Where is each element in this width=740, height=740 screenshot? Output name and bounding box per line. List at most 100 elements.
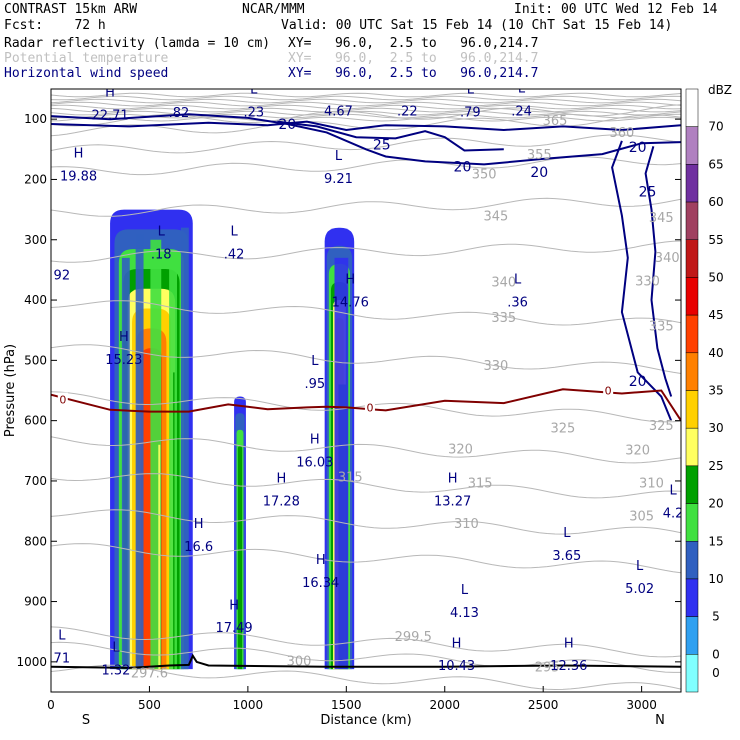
extremum-type-17: H — [276, 472, 286, 487]
reflectivity-cell-4 — [180, 227, 189, 670]
theta-label-325: 325 — [550, 422, 575, 437]
theta-upper-band-8 — [51, 116, 681, 122]
wind-contour-layer — [51, 113, 681, 422]
wind-contour-1 — [51, 113, 681, 166]
field-xy-theta: XY= 96.0, 2.5 to 96.0,214.7 — [288, 51, 539, 66]
colorbar-swatch-10 — [685, 465, 699, 504]
y-tick-label-1000: 1000 — [16, 655, 47, 669]
theta-contour-320 — [51, 436, 681, 464]
x-tick-label-2000: 2000 — [429, 698, 460, 712]
extremum-value-26: 71 — [54, 651, 71, 666]
extremum-value-7: 19.88 — [60, 170, 97, 185]
organization-label: NCAR/MMM — [242, 2, 305, 17]
colorbar-level-0: 0 — [712, 666, 720, 680]
theta-label-360: 360 — [610, 126, 635, 141]
freezing-level-line — [51, 388, 681, 422]
extremum-value-20: 4.2 — [663, 507, 684, 522]
theta-contour-305 — [51, 543, 681, 574]
extremum-value-5: .79 — [460, 106, 481, 121]
y-tick-label-500: 500 — [24, 353, 47, 367]
theta-label-355: 355 — [527, 148, 552, 163]
init-time: Init: 00 UTC Wed 12 Feb 14 — [514, 2, 718, 17]
extremum-type-15: L — [311, 354, 319, 369]
extremum-value-10: .42 — [224, 247, 245, 262]
theta-label-299.5: 299.5 — [395, 630, 432, 645]
colorbar-level-5: 5 — [712, 610, 720, 624]
theta-extra-label-7: 345 — [649, 211, 674, 226]
extremum-type-19: H — [194, 517, 204, 532]
reflectivity-cell-6 — [173, 372, 175, 670]
theta-label-297.6: 297.6 — [131, 666, 168, 681]
theta-extra-label-1: 335 — [649, 320, 674, 335]
theta-contour-335 — [51, 300, 681, 326]
extremum-value-1: .82 — [169, 106, 190, 121]
field-name-theta: Potential temperature — [4, 51, 169, 66]
extremum-value-14: 15.23 — [105, 353, 142, 368]
wind-label-1: 25 — [373, 138, 391, 154]
theta-contour-315 — [51, 473, 681, 499]
extremum-type-7: H — [74, 147, 84, 162]
theta-extra-label-3: 320 — [625, 443, 650, 458]
extremum-type-22: H — [316, 553, 326, 568]
wind-label-2: 20 — [454, 159, 472, 175]
y-tick-label-300: 300 — [24, 233, 47, 247]
colorbar-level-55: 55 — [708, 233, 723, 247]
theta-label-365: 365 — [543, 114, 568, 129]
extremum-type-8: L — [335, 149, 343, 164]
extremum-type-27: L — [112, 640, 120, 655]
extremum-value-22: 16.34 — [302, 576, 339, 591]
extremum-type-28: H — [452, 636, 462, 651]
extremum-type-14: H — [119, 330, 129, 345]
freezing-level-label-0: 0 — [59, 394, 66, 407]
colorbar-level-40: 40 — [708, 346, 723, 360]
theta-contour-345 — [51, 197, 681, 217]
extremum-value-4: .22 — [397, 104, 418, 119]
theta-label-315: 315 — [468, 476, 493, 491]
y-tick-label-700: 700 — [24, 474, 47, 488]
colorbar-level-45: 45 — [708, 308, 723, 322]
extremum-type-26: L — [58, 628, 66, 643]
freezing-label-bg-0 — [57, 392, 68, 406]
extremum-type-2: L — [250, 83, 258, 98]
extremum-type-16: H — [310, 432, 320, 447]
theta-contour-330 — [51, 344, 681, 374]
extremum-value-25: 17.49 — [215, 621, 252, 636]
x-tick-label-1000: 1000 — [233, 698, 264, 712]
colorbar-swatch-15 — [685, 654, 699, 693]
colorbar-swatch-12 — [685, 541, 699, 580]
field-name-reflectivity: Radar reflectivity (lamda = 10 cm) — [4, 36, 271, 51]
theta-contour-340 — [51, 240, 681, 263]
y-tick-label-600: 600 — [24, 414, 47, 428]
extremum-type-18: H — [448, 472, 458, 487]
extremum-value-13: .36 — [507, 296, 528, 311]
wind-contour-0 — [51, 120, 681, 132]
freezing-level-layer: 0 0 0 — [51, 383, 681, 422]
extremum-value-17: 17.28 — [263, 495, 300, 510]
theta-contour-310 — [51, 509, 681, 535]
theta-upper-band-4 — [51, 104, 681, 110]
extremum-value-27: 1.32 — [101, 663, 130, 678]
colorbar-swatch-0 — [685, 88, 699, 127]
extremum-type-23: L — [636, 559, 644, 574]
forecast-hour: Fcst: 72 h — [4, 18, 106, 33]
extremum-value-23: 5.02 — [625, 582, 654, 597]
x-tick-label-1500: 1500 — [331, 698, 362, 712]
freezing-label-bg-1 — [364, 400, 375, 414]
colorbar-level-50: 50 — [708, 270, 723, 284]
colorbar-level-25: 25 — [708, 459, 723, 473]
theta-label-310: 310 — [454, 517, 479, 532]
extremum-type-13: L — [514, 273, 522, 288]
extremum-value-6: .24 — [511, 104, 532, 119]
theta-upper-band-6 — [51, 110, 681, 116]
reflectivity-cell-8 — [334, 257, 349, 670]
plot-frame — [50, 88, 682, 693]
colorbar-level-0: 0 — [712, 647, 720, 661]
extremum-value-21: 3.65 — [552, 549, 581, 564]
theta-upper-band-0 — [51, 92, 681, 98]
wind-contour-4 — [644, 146, 673, 397]
wind-label-3: 20 — [530, 165, 548, 181]
field-name-wind: Horizontal wind speed — [4, 66, 169, 81]
